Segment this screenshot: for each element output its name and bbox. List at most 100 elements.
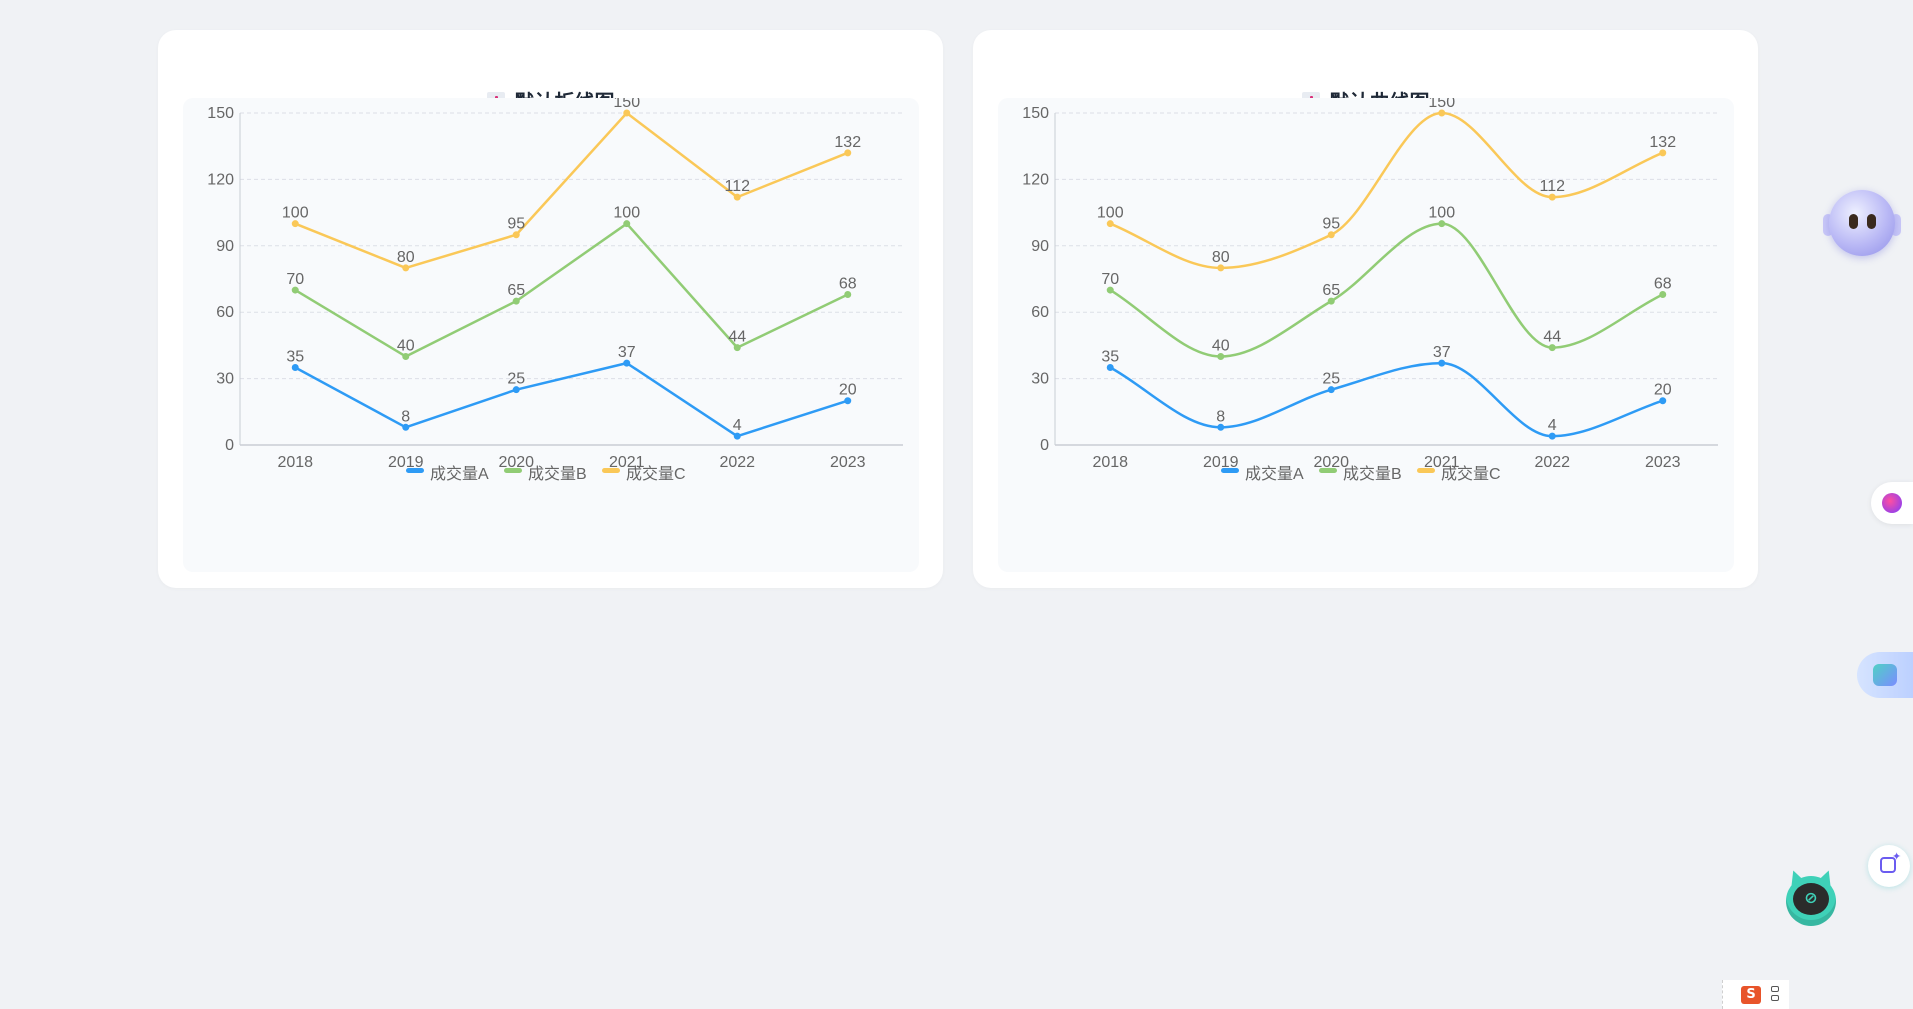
data-point [623, 220, 631, 228]
data-point [402, 264, 410, 272]
data-label: 112 [724, 178, 750, 195]
x-tick-label: 2023 [1645, 454, 1681, 471]
data-point [1548, 344, 1556, 352]
line-chart-card: 默认折线图 0306090120150201820192020202120222… [158, 30, 943, 588]
y-tick-label: 150 [1022, 105, 1049, 122]
legend-swatch [1319, 468, 1337, 473]
line-chart: 0 30 60 90 120 150 2018 2019 2020 2021 2022 2023 35 8… [207, 98, 903, 483]
data-point [402, 423, 410, 431]
ai-dot-button[interactable] [1871, 482, 1913, 524]
data-point [1106, 286, 1114, 294]
data-label: 70 [1101, 271, 1119, 288]
y-tick-label: 60 [216, 304, 234, 321]
data-point [1327, 231, 1335, 239]
y-tick-label: 30 [216, 371, 234, 388]
data-label: 65 [507, 282, 525, 299]
data-point [623, 359, 631, 367]
data-label: 100 [1428, 205, 1455, 222]
data-point [844, 149, 852, 157]
x-tick-label: 2022 [719, 454, 755, 471]
data-point [291, 286, 299, 294]
legend-item: 成交量A [1221, 465, 1304, 483]
y-tick-label: 0 [1040, 437, 1049, 454]
mascot-button[interactable]: ⊘ [1780, 867, 1842, 930]
y-tick-label: 60 [1031, 304, 1049, 321]
data-point [1106, 220, 1114, 228]
data-point [1438, 220, 1446, 228]
robot-ear-icon [1823, 214, 1833, 236]
legend-label: 成交量A [430, 465, 489, 483]
data-label: 100 [613, 205, 640, 222]
data-label: 150 [1428, 98, 1455, 111]
series-line-2 [1109, 222, 1664, 358]
data-point [733, 193, 741, 201]
x-tick-label: 2023 [830, 454, 866, 471]
data-label: 8 [401, 408, 410, 425]
bottom-toolbar[interactable]: S [1722, 980, 1789, 1009]
data-label: 20 [839, 382, 857, 399]
legend-item: 成交量B [504, 465, 587, 483]
y-tick-label: 0 [225, 437, 234, 454]
ai-edit-button[interactable]: ✦ [1868, 845, 1910, 887]
data-label: 68 [839, 275, 857, 292]
data-label: 80 [397, 249, 415, 266]
sparkle-icon: ✦ [1892, 850, 1902, 863]
x-tick-label: 2019 [1203, 454, 1239, 471]
data-label: 40 [397, 337, 415, 354]
data-label: 20 [1654, 382, 1672, 399]
data-point [1327, 386, 1335, 394]
chart-area: 0 30 60 90 120 150 2018 2019 2020 2021 2022 2023 35 8… [183, 98, 919, 572]
data-label: 70 [286, 271, 304, 288]
data-label: 8 [1216, 408, 1225, 425]
legend-item: 成交量C [1417, 465, 1501, 483]
curve-chart-card: 默认曲线图 0306090120150201820192020202120222… [973, 30, 1758, 588]
data-label: 132 [834, 134, 861, 151]
data-point [844, 397, 852, 405]
data-point [733, 432, 741, 440]
legend-swatch [406, 468, 424, 473]
y-tick-label: 30 [1031, 371, 1049, 388]
data-point [512, 231, 520, 239]
translate-icon [1873, 664, 1897, 686]
y-tick-label: 90 [216, 238, 234, 255]
s-logo-icon[interactable]: S [1741, 986, 1761, 1004]
edit-icon [1880, 857, 1896, 873]
data-label: 44 [1543, 329, 1561, 346]
y-tick-label: 90 [1031, 238, 1049, 255]
data-point [291, 220, 299, 228]
legend-label: 成交量B [528, 465, 587, 483]
series-line-2 [294, 222, 849, 358]
legend-item: 成交量B [1319, 465, 1402, 483]
data-label: 100 [1097, 205, 1124, 222]
legend-swatch [1417, 468, 1435, 473]
data-point [1659, 290, 1667, 298]
data-label: 95 [507, 216, 525, 233]
legend-item: 成交量C [602, 465, 686, 483]
x-tick-label: 2020 [1313, 454, 1349, 471]
data-point [1438, 109, 1446, 117]
legend-label: 成交量C [1441, 465, 1501, 483]
series-line-3 [294, 111, 849, 270]
data-label: 35 [286, 349, 304, 366]
curve-chart: 0 30 60 90 120 150 2018 2019 2020 2021 2022 2023 35 8… [1022, 98, 1718, 483]
data-label: 4 [1548, 417, 1557, 434]
data-label: 100 [282, 205, 309, 222]
robot-eye-icon [1849, 214, 1858, 229]
data-point [733, 344, 741, 352]
data-point [512, 297, 520, 305]
x-tick-label: 2018 [1092, 454, 1128, 471]
ai-dot-icon [1882, 493, 1902, 513]
x-tick-label: 2022 [1534, 454, 1570, 471]
legend-label: 成交量C [626, 465, 686, 483]
toolbar-menu-icon[interactable] [1771, 986, 1779, 1004]
legend-label: 成交量B [1343, 465, 1402, 483]
data-label: 35 [1101, 349, 1119, 366]
translate-button[interactable] [1857, 652, 1913, 698]
cat-face-icon [1793, 883, 1829, 915]
legend-swatch [504, 468, 522, 473]
data-label: 132 [1649, 134, 1676, 151]
series-line-1 [1109, 361, 1664, 438]
legend-swatch [602, 468, 620, 473]
robot-assistant-button[interactable] [1823, 190, 1903, 258]
data-label: 37 [1433, 344, 1451, 361]
